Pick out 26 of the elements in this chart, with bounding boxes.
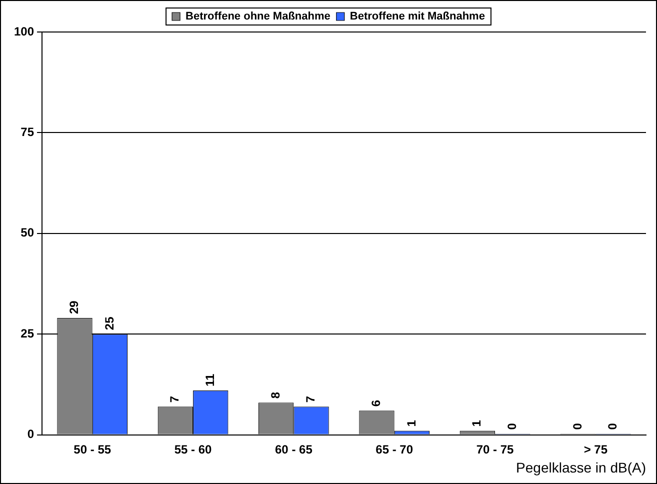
y-tick-label: 0	[27, 427, 34, 442]
data-label: 7	[168, 396, 182, 403]
x-tick-label: 55 - 60	[174, 442, 212, 456]
data-label: 25	[102, 316, 116, 330]
y-tick-label: 25	[20, 326, 34, 340]
legend-label: Betroffene ohne Maßnahme	[186, 10, 330, 23]
data-label: 0	[504, 422, 519, 430]
data-label: 7	[304, 396, 318, 403]
x-tick-label: 60 - 65	[275, 442, 313, 456]
y-tick-label: 75	[20, 125, 34, 140]
data-label: 11	[202, 373, 217, 386]
data-label: 1	[470, 420, 484, 427]
data-label: 0	[606, 422, 620, 430]
legend-label: Betroffene mit Maßnahme	[350, 10, 485, 23]
data-label: 1	[404, 420, 418, 427]
data-label: 29	[67, 300, 82, 314]
y-tick-label: 50	[20, 226, 34, 240]
x-tick-label: 50 - 55	[74, 442, 112, 456]
x-axis-title: Pegelklasse in dB(A)	[516, 459, 646, 476]
y-tick-label: 100	[14, 24, 34, 38]
x-tick-label: 65 - 70	[376, 442, 414, 456]
x-tick-label: > 75	[584, 442, 608, 456]
data-label: 0	[570, 422, 584, 430]
x-tick-label: 70 - 75	[476, 442, 514, 456]
data-label: 6	[369, 400, 384, 407]
data-label: 8	[268, 392, 282, 399]
